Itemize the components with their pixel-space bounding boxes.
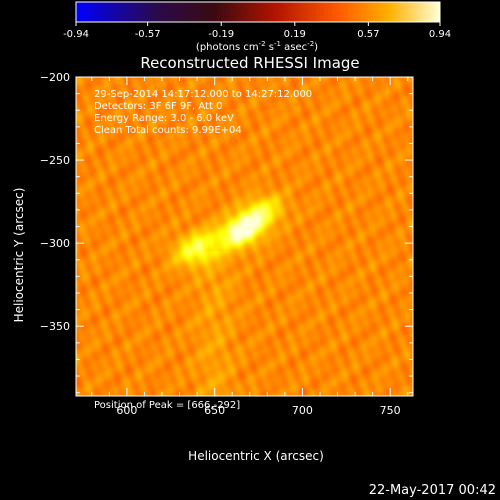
axis-ticks: 600 650 700 750 −200 −250 −300 −350: [40, 71, 413, 417]
info-line: Energy Range: 3.0 - 6.0 keV: [94, 113, 234, 124]
peak-position-text: Position of Peak = [666,-292]: [94, 400, 240, 411]
colorbar: [75, 1, 441, 23]
info-line: Clean Total counts: 9.99E+04: [94, 125, 242, 136]
colorbar-tick-label: -0.19: [208, 29, 234, 40]
colorbar-tick-label: -0.94: [63, 29, 89, 40]
colorbar-tick-label: 0.94: [429, 29, 451, 40]
y-tick-label: −200: [40, 71, 70, 84]
y-tick-label: −250: [40, 154, 70, 167]
x-tick-label: 650: [204, 404, 225, 417]
colorbar-tick-label: -0.57: [135, 29, 161, 40]
info-line: 29-Sep-2014 14:17:12.000 to 14:27:12.000: [94, 89, 312, 100]
x-tick-label: 600: [116, 404, 137, 417]
colorbar-tick-label: 0.57: [357, 29, 379, 40]
colorbar-tick-label: 0.19: [284, 29, 306, 40]
observation-info: 29-Sep-2014 14:17:12.000 to 14:27:12.000…: [94, 89, 312, 136]
info-line: Detectors: 3F 6F 9F, Att 0: [94, 101, 222, 112]
chart-title: Reconstructed RHESSI Image: [140, 54, 359, 72]
y-tick-label: −350: [40, 320, 70, 333]
plot-frame: [75, 76, 414, 397]
colorbar-label: (photons cm-2 s-1 asec-2): [196, 40, 318, 53]
x-axis-label: Heliocentric X (arcsec): [188, 449, 324, 463]
y-tick-label: −300: [40, 237, 70, 250]
timestamp: 22-May-2017 00:42: [369, 483, 496, 498]
y-axis-label: Heliocentric Y (arcsec): [12, 188, 26, 323]
colorbar-ticks: -0.94 -0.57 -0.19 0.19 0.57 0.94: [63, 22, 451, 40]
x-tick-label: 750: [380, 404, 401, 417]
x-tick-label: 700: [292, 404, 313, 417]
heatmap-image: [76, 77, 413, 396]
